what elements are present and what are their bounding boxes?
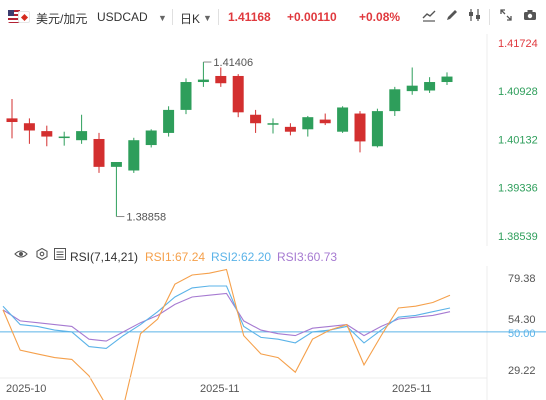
settings-icon[interactable] xyxy=(466,8,484,26)
timeframe-selector[interactable]: 日K xyxy=(180,12,201,26)
candle-body xyxy=(215,75,227,84)
rsi-header: RSI(7,14,21) RSI1:67.24 RSI2:62.20 RSI3:… xyxy=(0,246,546,266)
candle-body xyxy=(128,140,140,171)
close-indicator-icon[interactable] xyxy=(54,248,66,263)
candle xyxy=(58,131,70,146)
rsi3-line xyxy=(2,292,451,342)
candle xyxy=(406,67,418,95)
rsi-tick-label: 29.22 xyxy=(508,365,536,377)
price-tick-label: 1.39336 xyxy=(498,183,538,195)
candle-body xyxy=(267,123,279,125)
candle-body xyxy=(76,131,88,141)
candle xyxy=(302,115,314,137)
high-price-label: 1.41406 xyxy=(213,57,253,69)
candle-body xyxy=(406,85,418,92)
candle xyxy=(163,106,175,137)
candle xyxy=(215,67,227,87)
candle xyxy=(441,72,453,86)
rsi-tick-label: 54.30 xyxy=(508,314,536,326)
toolbar-divider xyxy=(489,9,490,25)
rsi1-line xyxy=(2,268,451,400)
candle-body xyxy=(302,117,314,130)
toolbar-divider xyxy=(172,9,173,25)
candle xyxy=(337,106,349,133)
chart-toolbar: 美元/加元 USDCAD ▼ 日K ▼ 1.41168 +0.00110 +0.… xyxy=(0,0,546,34)
rsi-chart[interactable]: 79.38 54.30 50.00 29.22 2025-10 2025-11 2025-1… xyxy=(0,266,546,400)
price-tick-label: 1.38539 xyxy=(498,231,538,243)
candle xyxy=(284,123,296,136)
candle xyxy=(232,74,244,118)
candle xyxy=(6,98,18,139)
symbol-dropdown-icon[interactable]: ▼ xyxy=(158,13,167,23)
candle xyxy=(110,162,122,217)
candle xyxy=(23,118,35,144)
candle xyxy=(197,62,209,87)
candle xyxy=(145,129,157,148)
candle xyxy=(93,132,105,173)
rsi2-line xyxy=(2,285,451,349)
rsi1-value: RSI1:67.24 xyxy=(145,250,206,264)
symbol-name[interactable]: 美元/加元 xyxy=(36,12,88,26)
low-price-label: 1.38858 xyxy=(126,212,166,224)
candle xyxy=(250,109,262,133)
candle xyxy=(354,111,366,153)
toolbar-divider xyxy=(218,9,219,25)
fullscreen-icon[interactable] xyxy=(497,8,515,26)
camera-icon[interactable] xyxy=(521,8,539,26)
price-tick-label: 1.40132 xyxy=(498,134,538,146)
time-axis-label: 2025-10 xyxy=(6,383,46,395)
candle-body xyxy=(197,79,209,83)
time-axis-label: 2025-11 xyxy=(200,383,240,395)
rsi3-value: RSI3:60.73 xyxy=(277,250,338,264)
candle xyxy=(319,113,331,126)
candle-body xyxy=(232,75,244,113)
candle-body xyxy=(424,82,436,91)
candle-body xyxy=(145,130,157,146)
eye-icon[interactable] xyxy=(14,248,28,263)
price-change: +0.00110 xyxy=(287,10,337,24)
candle-body xyxy=(389,89,401,112)
candle-body xyxy=(180,82,192,110)
candle-body xyxy=(319,119,331,124)
candle-body xyxy=(163,109,175,133)
candle xyxy=(41,125,53,147)
candle-body xyxy=(41,131,53,137)
candle xyxy=(128,137,140,173)
candle-body xyxy=(23,123,35,131)
candle-body xyxy=(6,118,18,123)
time-axis-label: 2025-11 xyxy=(392,383,432,395)
candle-body xyxy=(284,126,296,132)
rsi-label: RSI(7,14,21) xyxy=(70,250,139,264)
price-change-percent: +0.08% xyxy=(359,10,401,24)
timeframe-dropdown-icon[interactable]: ▼ xyxy=(203,13,212,23)
symbol-code[interactable]: USDCAD xyxy=(97,10,148,24)
candle-body xyxy=(110,162,122,167)
rsi2-value: RSI2:62.20 xyxy=(211,250,272,264)
candle xyxy=(424,77,436,93)
candle-body xyxy=(58,136,70,139)
price-tick-label: 1.40928 xyxy=(498,86,538,98)
rsi-tick-label: 79.38 xyxy=(508,273,536,285)
rsi-tick-label: 50.00 xyxy=(508,328,536,340)
candle xyxy=(180,78,192,115)
candle xyxy=(76,114,88,144)
last-price: 1.41168 xyxy=(228,10,271,24)
candle xyxy=(371,108,383,148)
candlestick-chart[interactable]: 1.41724 1.40928 1.40132 1.39336 1.38539 1.414… xyxy=(0,34,546,246)
line-chart-icon[interactable] xyxy=(420,8,438,26)
indicator-settings-icon[interactable] xyxy=(36,247,48,263)
candle-body xyxy=(93,138,105,167)
candle xyxy=(389,86,401,116)
candle-body xyxy=(441,76,453,83)
price-tick-label: 1.41724 xyxy=(498,38,538,50)
pencil-icon[interactable] xyxy=(443,8,461,26)
candle-body xyxy=(354,113,366,142)
candle xyxy=(267,118,279,134)
candle-body xyxy=(371,111,383,147)
candle-body xyxy=(250,114,262,124)
usd-cad-flag-icon xyxy=(8,10,30,23)
candle-body xyxy=(337,107,349,132)
